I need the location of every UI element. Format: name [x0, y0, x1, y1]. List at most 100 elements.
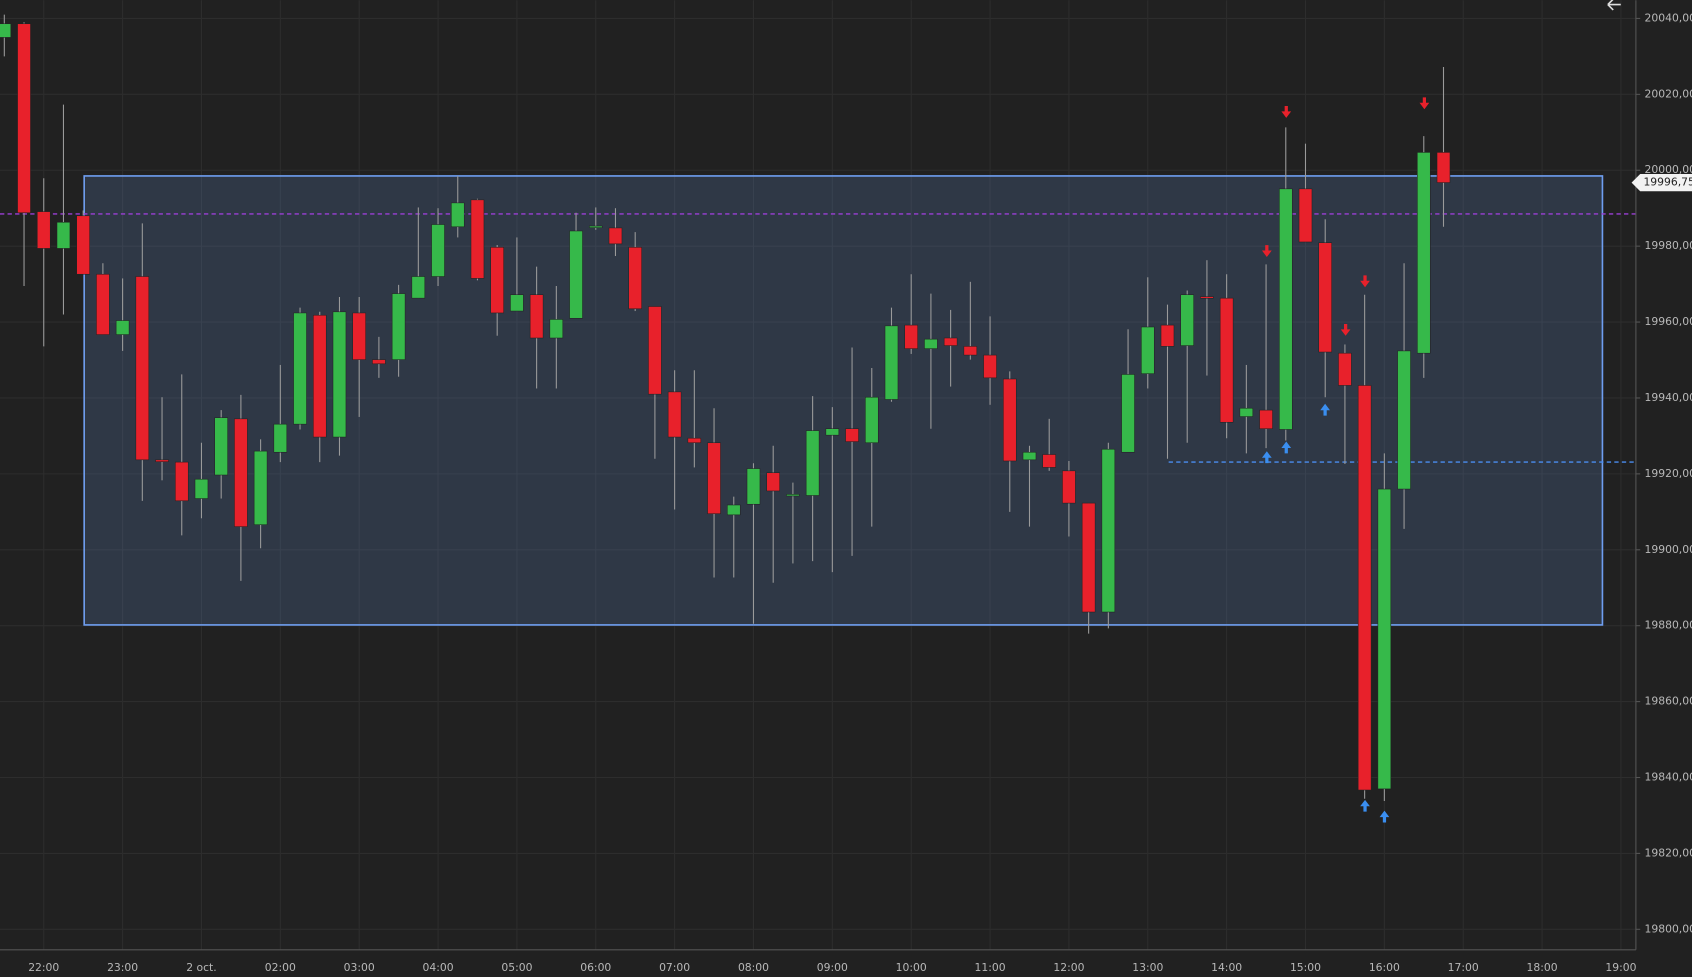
candle-body	[1279, 188, 1293, 430]
signal-arrow	[1360, 799, 1370, 812]
candle-body	[1003, 378, 1017, 462]
x-tick-label: 08:00	[738, 961, 769, 974]
y-tick-label: 19860,00	[1645, 695, 1692, 708]
x-tick-label: 23:00	[107, 961, 138, 974]
signal-arrow	[1379, 810, 1390, 823]
candle-body	[1062, 470, 1076, 504]
candle-body	[1219, 297, 1234, 423]
candle-body	[1357, 385, 1372, 791]
candle-body	[1239, 407, 1254, 417]
candle-body	[135, 276, 150, 461]
candle-body	[1298, 188, 1313, 243]
x-tick-label: 2 oct.	[186, 961, 216, 974]
candle-body	[1141, 326, 1155, 374]
x-tick-label: 02:00	[265, 961, 296, 974]
candle-body	[845, 428, 859, 442]
candle-body	[214, 417, 228, 476]
candle-body	[273, 423, 288, 453]
candle-body	[1436, 152, 1451, 183]
x-tick-label: 19:00	[1605, 961, 1636, 974]
candle-body	[983, 354, 997, 379]
candle-body	[431, 224, 445, 277]
candle-body	[1121, 374, 1135, 453]
candle-body	[1022, 451, 1037, 461]
candle-body	[549, 319, 564, 339]
candle-body	[786, 494, 800, 497]
candle-body	[313, 314, 327, 438]
x-tick-label: 03:00	[344, 961, 375, 974]
x-tick-label: 15:00	[1290, 961, 1321, 974]
signal-arrow	[1419, 97, 1430, 110]
candle-body	[1042, 454, 1056, 468]
y-tick-label: 20000,00	[1645, 163, 1692, 176]
candle-body	[628, 247, 642, 310]
x-tick-label: 09:00	[817, 961, 848, 974]
candle-body	[963, 346, 978, 356]
candle-body	[667, 391, 682, 438]
y-tick-label: 19820,00	[1645, 846, 1692, 859]
candle-body	[805, 430, 820, 496]
candle-body	[17, 23, 31, 214]
candle-body	[924, 338, 938, 349]
x-tick-label: 06:00	[580, 961, 611, 974]
candle-body	[529, 294, 544, 339]
zone	[83, 175, 1604, 626]
candle-body	[589, 225, 603, 228]
candle-body	[451, 202, 465, 228]
y-tick-label: 19800,00	[1645, 922, 1692, 935]
candle-body	[687, 437, 702, 444]
candle-body	[175, 461, 189, 502]
x-tick-label: 16:00	[1369, 961, 1400, 974]
candle-body	[411, 276, 426, 299]
x-tick-label: 10:00	[896, 961, 927, 974]
candle-body	[37, 211, 51, 249]
candle-body	[904, 324, 918, 349]
last-price-tag	[1631, 173, 1692, 192]
candle-body	[1318, 242, 1332, 353]
candle-body	[1259, 409, 1273, 429]
grid	[0, 0, 1636, 950]
y-tick-label: 19840,00	[1645, 770, 1692, 783]
x-tick-label: 13:00	[1132, 961, 1163, 974]
candle-body	[96, 273, 110, 335]
candle-body	[1160, 324, 1175, 347]
x-tick-label: 17:00	[1448, 961, 1479, 974]
candle-body	[648, 306, 662, 395]
candle-body	[332, 311, 347, 438]
x-tick-label: 14:00	[1211, 961, 1242, 974]
candle-body	[470, 199, 485, 279]
candle-body	[608, 227, 623, 245]
candle-body	[1338, 352, 1352, 386]
candle-body	[1180, 294, 1194, 346]
candle-body	[1200, 296, 1214, 299]
candle-body	[707, 442, 721, 514]
candle-body	[490, 247, 504, 314]
candle-body	[115, 320, 130, 335]
candle-body	[1377, 488, 1392, 790]
candle-body	[943, 337, 958, 346]
x-tick-label: 05:00	[501, 961, 532, 974]
candle-body	[884, 325, 899, 400]
candle-body	[372, 359, 386, 365]
candle-body	[766, 472, 780, 492]
candle-body	[1081, 502, 1096, 613]
candle-body	[76, 215, 90, 275]
candle-body	[510, 294, 524, 312]
candle-body	[1417, 152, 1431, 354]
candle-body	[155, 459, 169, 462]
candle-body	[234, 418, 248, 527]
back-icon[interactable]	[1607, 0, 1621, 11]
candle-body	[727, 504, 741, 516]
y-tick-label: 19960,00	[1645, 315, 1692, 328]
candle-body	[865, 396, 879, 444]
y-tick-label: 19920,00	[1645, 467, 1692, 480]
candle-body	[1397, 350, 1411, 490]
candle-body	[746, 468, 761, 505]
x-tick-label: 07:00	[659, 961, 690, 974]
candle-body	[1101, 448, 1116, 613]
candle-body	[194, 478, 209, 499]
candle-body	[352, 312, 366, 360]
